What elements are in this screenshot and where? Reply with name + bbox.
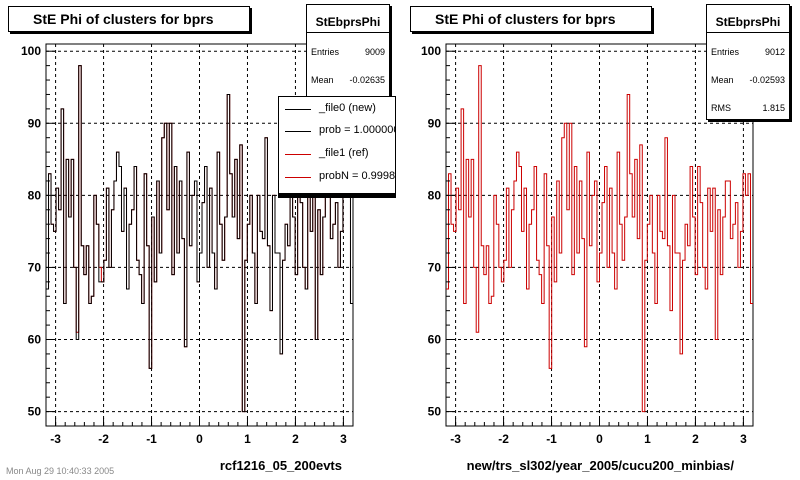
legend-line-swatch	[285, 177, 311, 178]
histogram-series-line	[446, 65, 753, 413]
x-tick-label: -2	[98, 432, 109, 446]
legend-entry: probN = 0.999840	[279, 169, 396, 191]
y-tick-label: 50	[28, 405, 42, 419]
stats-label: Mean	[311, 75, 334, 85]
histogram-series-line	[46, 65, 353, 413]
stats-title: StEbprsPhi	[707, 5, 789, 33]
stats-row-rms: RMS 1.815	[711, 103, 785, 113]
y-tick-label: 50	[428, 405, 442, 419]
stats-row-mean: Mean -0.02635	[311, 75, 385, 85]
legend-label: probN = 0.999840	[319, 170, 396, 182]
histogram-plot-right: -3 -2 -1 0 1 2 3 50 60 70 80 90 100	[421, 43, 754, 446]
x-tick-label: -1	[546, 432, 557, 446]
stats-value: -0.02593	[749, 75, 785, 85]
x-tick-label: -1	[146, 432, 157, 446]
y-tick-label: 90	[428, 116, 442, 130]
x-tick-label: 0	[196, 432, 203, 446]
legend-label: prob = 1.000000	[319, 124, 396, 136]
x-tick-label: 2	[692, 432, 699, 446]
stats-box: StEbprsPhi Entries 9009 Mean -0.02635	[306, 4, 390, 100]
y-tick-label: 60	[428, 333, 442, 347]
x-tick-label: 3	[740, 432, 747, 446]
legend-entry: _file0 (new)	[279, 101, 395, 123]
legend-entry: _file1 (ref)	[279, 146, 395, 168]
stats-value: 9009	[364, 47, 385, 57]
y-tick-label: 80	[28, 188, 42, 202]
x-tick-label: 1	[644, 432, 651, 446]
stats-label: Entries	[311, 47, 340, 57]
x-tick-label: -3	[50, 432, 61, 446]
y-tick-label: 100	[21, 44, 41, 58]
legend-label: _file0 (new)	[319, 102, 376, 114]
footer-timestamp: Mon Aug 29 10:40:33 2005	[6, 466, 115, 476]
legend-entry: prob = 1.000000	[279, 123, 396, 145]
y-tick-label: 100	[421, 44, 441, 58]
y-tick-label: 80	[428, 188, 442, 202]
stats-value: -0.02635	[349, 75, 385, 85]
legend-line-swatch	[285, 131, 311, 132]
stats-value: 1.815	[762, 103, 785, 113]
stats-row-entries: Entries 9012	[711, 47, 785, 57]
stats-label: Entries	[711, 47, 740, 57]
legend-line-swatch	[285, 154, 311, 155]
legend-line-swatch	[285, 109, 311, 110]
chart-title: StE Phi of clusters for bprs	[410, 6, 652, 32]
stats-label: Mean	[711, 75, 734, 85]
x-tick-label: -2	[498, 432, 509, 446]
y-tick-label: 70	[428, 260, 442, 274]
legend-box: _file0 (new) prob = 1.000000 _file1 (ref…	[278, 96, 396, 194]
legend-label: _file1 (ref)	[319, 147, 369, 159]
stats-value: 9012	[764, 47, 785, 57]
y-tick-label: 90	[28, 116, 42, 130]
x-tick-label: 2	[292, 432, 299, 446]
chart-title: StE Phi of clusters for bprs	[8, 6, 250, 32]
stats-title: StEbprsPhi	[307, 5, 389, 33]
y-tick-label: 70	[28, 260, 42, 274]
histogram-panel-left: -3 -2 -1 0 1 2 3 50 60 70 80 90 100 StE Phi of clust…	[8, 4, 396, 473]
stats-label: RMS	[711, 103, 731, 113]
stats-row-mean: Mean -0.02593	[711, 75, 785, 85]
x-tick-label: -3	[450, 432, 461, 446]
histogram-panel-right: -3 -2 -1 0 1 2 3 50 60 70 80 90 100 StE Phi of clust…	[400, 0, 800, 480]
x-tick-label: 3	[340, 432, 347, 446]
x-axis-label: new/trs_sl302/year_2005/cucu200_minbias/	[466, 458, 734, 473]
x-axis-label: rcf1216_05_200evts	[219, 458, 342, 473]
stats-box: StEbprsPhi Entries 9012 Mean -0.02593 RM…	[706, 4, 790, 120]
x-tick-label: 0	[596, 432, 603, 446]
x-tick-label: 1	[244, 432, 251, 446]
y-tick-label: 60	[28, 333, 42, 347]
stats-row-entries: Entries 9009	[311, 47, 385, 57]
